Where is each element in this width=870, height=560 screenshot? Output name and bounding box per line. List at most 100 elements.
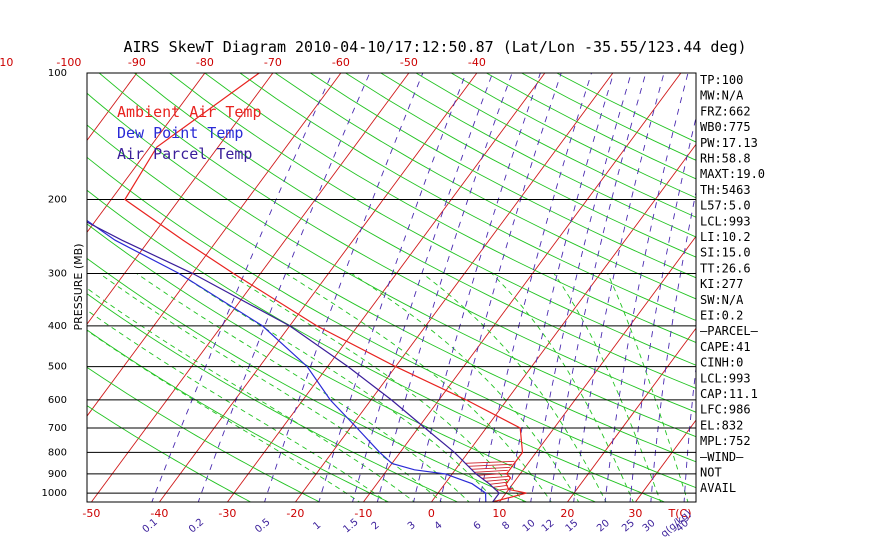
isotherm-line bbox=[87, 73, 274, 325]
mixing-ratio-tick-label: 0.5 bbox=[253, 517, 272, 536]
pressure-tick-label: 600 bbox=[48, 395, 67, 406]
isotherm-line bbox=[87, 73, 206, 234]
mixing-ratio-tick-label: 12 bbox=[540, 518, 557, 535]
dry-adiabat-line bbox=[415, 73, 696, 218]
mixing-ratio-line bbox=[352, 73, 494, 502]
top-temp-tick-label: -40 bbox=[468, 56, 486, 69]
moist-adiabat-line bbox=[553, 273, 662, 502]
mixing-ratio-grid bbox=[151, 73, 696, 502]
mixing-ratio-tick-label: 2 bbox=[370, 520, 382, 533]
dry-adiabat-line bbox=[204, 73, 696, 344]
dry-adiabat-line bbox=[310, 73, 696, 279]
pressure-tick-label: 500 bbox=[48, 362, 67, 373]
bottom-temp-tick-label: 20 bbox=[560, 507, 574, 520]
hatch-stroke bbox=[485, 478, 508, 482]
isotherm-line bbox=[90, 73, 410, 502]
moist-adiabat-line bbox=[351, 273, 580, 502]
chart-legend: Ambient Air Temp Dew Point Temp Air Parcel… bbox=[117, 103, 262, 163]
stat-item: LFC:986 bbox=[700, 403, 751, 417]
isotherm-line bbox=[430, 143, 696, 502]
hatch-stroke bbox=[477, 472, 509, 476]
mixing-ratio-line bbox=[318, 73, 467, 502]
stat-item: EI:0.2 bbox=[700, 309, 743, 323]
mixing-ratio-tick-label: 1 bbox=[311, 520, 323, 533]
hatch-stroke bbox=[464, 460, 515, 464]
mixing-ratio-tick-label: 25 bbox=[620, 518, 637, 535]
bottom-temp-tick-label: -50 bbox=[82, 507, 100, 520]
isotherm-line bbox=[770, 64, 870, 504]
mixing-ratio-line bbox=[439, 73, 562, 502]
mixing-ratio-tick-label: 20 bbox=[595, 518, 612, 535]
mixing-ratio-line bbox=[604, 73, 689, 502]
hatch-stroke bbox=[467, 463, 513, 467]
series-line-dew-point-temp bbox=[87, 219, 487, 502]
mixing-ratio-line bbox=[264, 73, 424, 502]
dry-adiabat-line bbox=[87, 189, 666, 502]
mixing-ratio-tick-label: 30 bbox=[641, 518, 658, 535]
stat-item: —WIND— bbox=[700, 450, 744, 464]
stat-item: TP:100 bbox=[700, 73, 743, 87]
stat-item: SW:N/A bbox=[700, 293, 744, 307]
dry-adiabat-line bbox=[87, 156, 696, 489]
pressure-tick-label: 200 bbox=[48, 194, 67, 205]
isotherm-line bbox=[838, 64, 870, 504]
dry-adiabat-line bbox=[239, 73, 696, 321]
moist-adiabat-line bbox=[136, 273, 470, 502]
pressure-tick-label: 300 bbox=[48, 268, 67, 279]
stat-item: TH:5463 bbox=[700, 183, 751, 197]
isotherm-line bbox=[87, 73, 138, 142]
top-temp-tick-label: -50 bbox=[400, 56, 418, 69]
isotherm-line bbox=[634, 419, 696, 502]
moist-adiabat-line bbox=[87, 309, 388, 502]
sounding-series bbox=[87, 73, 527, 502]
isotherm-line bbox=[0, 64, 8, 504]
top-temperature-tick-labels: -120-110-100-90-80-70-60-50-40 bbox=[0, 56, 486, 69]
dry-adiabat-line bbox=[274, 73, 696, 300]
stat-item: MPL:752 bbox=[700, 434, 751, 448]
stat-item: TT:26.6 bbox=[700, 261, 751, 275]
chart-title: AIRS SkewT Diagram 2010-04-10/17:12:50.8… bbox=[123, 38, 746, 56]
stat-item: AVAIL bbox=[700, 481, 736, 495]
stat-item: PW:17.13 bbox=[700, 136, 758, 150]
legend-item: Air Parcel Temp bbox=[117, 145, 252, 163]
mixing-ratio-tick-label: 3 bbox=[406, 520, 418, 533]
stat-item: MW:N/A bbox=[700, 89, 744, 103]
y-axis-label: PRESSURE (MB) bbox=[72, 244, 85, 331]
dry-adiabat-line bbox=[169, 73, 696, 366]
mixing-ratio-line bbox=[530, 73, 632, 502]
mixing-ratio-tick-label: 8 bbox=[500, 520, 512, 533]
isotherm-line bbox=[362, 73, 682, 502]
mixing-ratio-line bbox=[549, 73, 647, 502]
dry-adiabat-line bbox=[87, 92, 696, 438]
mixing-ratio-line bbox=[573, 73, 665, 502]
top-temp-tick-label: -70 bbox=[264, 56, 282, 69]
moist-adiabat-line bbox=[87, 329, 361, 502]
stat-item: WB0:775 bbox=[700, 120, 751, 134]
cin-hatch-area bbox=[464, 460, 515, 491]
bottom-temp-tick-label: -10 bbox=[354, 507, 372, 520]
stat-item: CAPE:41 bbox=[700, 340, 751, 354]
moist-adiabat-grid bbox=[87, 273, 689, 502]
mixing-ratio-line bbox=[151, 73, 333, 502]
mixing-ratio-line bbox=[478, 73, 592, 502]
bottom-temp-tick-label: -20 bbox=[286, 507, 304, 520]
mixing-ratio-tick-label: 4 bbox=[433, 520, 445, 533]
hatch-stroke bbox=[481, 475, 511, 479]
stat-item: EL:832 bbox=[700, 418, 743, 432]
mixing-ratio-tick-label: 0.2 bbox=[187, 517, 206, 536]
moist-adiabat-line bbox=[422, 273, 607, 502]
isotherm-line bbox=[566, 327, 696, 502]
legend-item: Ambient Air Temp bbox=[117, 103, 262, 121]
stat-item: NOT bbox=[700, 466, 722, 480]
isotherm-line bbox=[294, 73, 614, 502]
mixing-ratio-line bbox=[507, 73, 615, 502]
stat-item: L57:5.0 bbox=[700, 199, 751, 213]
moist-adiabat-line bbox=[228, 273, 525, 502]
top-temp-tick-label: -80 bbox=[196, 56, 214, 69]
stat-item: MAXT:19.0 bbox=[700, 167, 765, 181]
moist-adiabat-line bbox=[99, 273, 443, 502]
top-temp-tick-label: -90 bbox=[128, 56, 146, 69]
isotherm-line bbox=[87, 73, 342, 417]
pressure-tick-label: 800 bbox=[48, 447, 67, 458]
